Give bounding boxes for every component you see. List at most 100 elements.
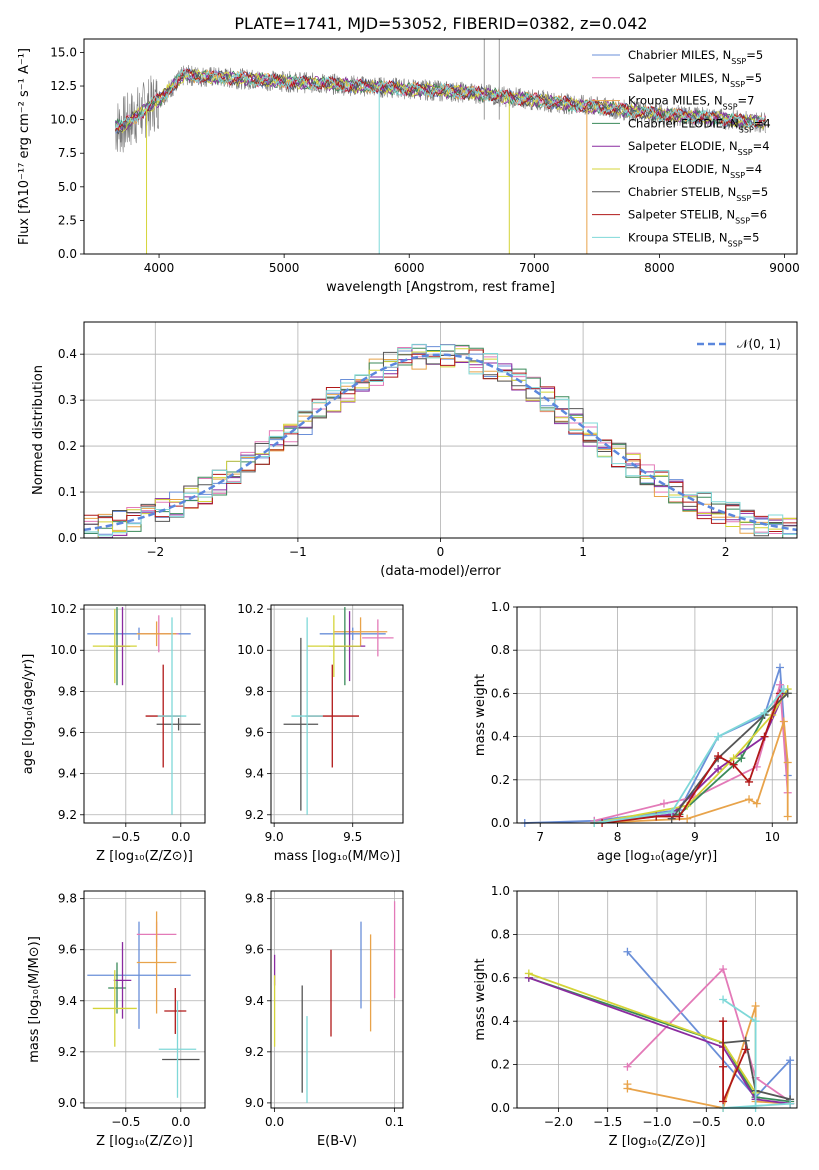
model-spectrum-line [114, 68, 767, 132]
y-tick-label: 9.8 [58, 892, 77, 906]
x-tick-label: 0.0 [746, 1115, 765, 1129]
x-tick-label: −0.5 [111, 830, 140, 844]
legend-label-tail: =5 [751, 185, 768, 199]
y-tick-label: 0.4 [58, 347, 77, 361]
y-tick-label: 10.2 [237, 602, 264, 616]
y-tick-label: 10.0 [50, 113, 77, 127]
x-axis-label: E(B-V) [317, 1134, 357, 1149]
mass-weight-line [594, 684, 789, 822]
mass-weight-marker [779, 685, 788, 694]
y-tick-label: 2.5 [58, 213, 77, 227]
plot-frame [83, 604, 206, 824]
mass-weight-marker [745, 777, 754, 786]
y-tick-label: 0.6 [491, 686, 510, 700]
mass-weight-marker [741, 1036, 750, 1045]
legend-label-tail: =4 [754, 116, 771, 130]
x-axis-label: wavelength [Angstrom, rest frame] [326, 280, 555, 295]
y-tick-label: 0.4 [491, 730, 510, 744]
x-tick-label: 0.1 [385, 1115, 404, 1129]
mass-weight-marker [775, 663, 784, 672]
x-tick-label: 5000 [269, 261, 300, 275]
x-tick-label: 4000 [144, 261, 175, 275]
x-axis-label: Z [log₁₀(Z/Z⊙)] [609, 1134, 706, 1149]
legend-label: Kroupa ELODIE, NSSP=4 [628, 162, 762, 180]
figure-title: PLATE=1741, MJD=53052, FIBERID=0382, z=0… [234, 14, 647, 33]
y-tick-label: 0.0 [58, 531, 77, 545]
x-tick-label: −1.0 [642, 1115, 671, 1129]
legend-subscript: SSP [730, 79, 745, 88]
y-tick-label: 5.0 [58, 180, 77, 194]
y-tick-label: 9.4 [58, 767, 77, 781]
mass-weight-line [722, 1021, 747, 1102]
x-tick-label: 0.0 [171, 830, 190, 844]
y-tick-label: 9.8 [245, 684, 264, 698]
y-tick-label: 9.8 [58, 684, 77, 698]
x-tick-label: 7000 [519, 261, 550, 275]
x-axis-label: Z [log₁₀(Z/Z⊙)] [96, 1134, 193, 1149]
x-tick-label: 8 [614, 830, 622, 844]
plot-frame [83, 890, 206, 1109]
y-tick-label: 7.5 [58, 146, 77, 160]
y-tick-label: 0.2 [491, 773, 510, 787]
legend-subscript: SSP [735, 216, 750, 225]
y-tick-label: 10.0 [50, 643, 77, 657]
y-axis-label: Normed distribution [31, 365, 46, 495]
x-axis-label: mass [log₁₀(M/M⊙)] [274, 849, 401, 864]
y-tick-label: 1.0 [491, 884, 510, 898]
y-tick-label: 9.2 [245, 808, 264, 822]
plot-frame [83, 38, 798, 255]
y-tick-label: 9.8 [245, 892, 264, 906]
x-tick-label: 9.5 [343, 830, 362, 844]
y-tick-label: 9.0 [58, 1096, 77, 1110]
mass-weight-vs-age-panel: 7 8 9 10 0.0 0.2 0.4 0.6 0.8 1.0 age [log₁₀(age/yr… [473, 600, 798, 864]
y-tick-label: 0.1 [58, 485, 77, 499]
y-tick-label: 9.4 [58, 994, 77, 1008]
legend-subscript: SSP [731, 57, 746, 66]
legend-label-tail: =5 [743, 230, 760, 244]
y-tick-label: 15.0 [50, 45, 77, 59]
x-tick-label: −2.0 [544, 1115, 573, 1129]
y-axis-label: Flux [fλ10⁻¹⁷ erg cm⁻² s⁻¹ A⁻¹] [17, 48, 32, 245]
y-axis-label: age [log₁₀(age/yr)] [21, 654, 36, 775]
x-tick-label: −0.5 [111, 1115, 140, 1129]
mass-weight-marker [714, 752, 723, 761]
x-tick-label: 8000 [644, 261, 675, 275]
x-axis-label: age [log₁₀(age/yr)] [597, 849, 718, 864]
legend-label: Chabrier ELODIE, NSSP=4 [628, 116, 771, 133]
mass-weight-marker [786, 1099, 795, 1108]
legend-subscript: SSP [736, 193, 751, 202]
legend-label: Kroupa STELIB, NSSP=5 [628, 230, 759, 248]
x-tick-label: −2 [146, 545, 164, 559]
spectrum-traces [114, 39, 767, 254]
plot-frame [516, 890, 798, 1109]
mass-weight-line [626, 967, 791, 1103]
plot-frame [270, 604, 404, 824]
plot-frame [270, 890, 404, 1109]
y-tick-label: 0.4 [491, 1014, 510, 1028]
x-tick-label: −0.5 [692, 1115, 721, 1129]
y-tick-label: 9.0 [245, 1096, 264, 1110]
legend-label-tail: =7 [738, 94, 755, 108]
mass-weight-marker [623, 1084, 632, 1093]
mass-weight-marker [737, 754, 746, 763]
legend-label-tail: =4 [753, 139, 770, 153]
mass-weight-marker [786, 1056, 795, 1065]
x-tick-label: 9000 [769, 261, 800, 275]
y-axis-label: mass weight [473, 958, 488, 1040]
y-tick-label: 9.6 [58, 726, 77, 740]
y-tick-label: 0.2 [58, 439, 77, 453]
mass-weight-marker [659, 799, 668, 808]
legend-subscript: SSP [728, 239, 743, 248]
mass-weight-line [723, 1039, 791, 1101]
y-tick-label: 9.2 [58, 1045, 77, 1059]
y-axis-label: mass weight [473, 674, 488, 756]
mass-weight-marker [751, 1017, 760, 1026]
x-tick-label: 9.0 [265, 830, 284, 844]
y-tick-label: 0.8 [491, 643, 510, 657]
mass-weight-marker [524, 969, 533, 978]
mass-weight-marker [719, 995, 728, 1004]
age-vs-z-panel: −0.5 0.0 9.2 9.4 9.6 9.8 10.0 10.2 Z [log₁₀(Z/Z⊙… [21, 602, 206, 864]
x-tick-label: 7 [536, 830, 544, 844]
y-tick-label: 9.6 [58, 943, 77, 957]
mass-weight-marker [729, 760, 738, 769]
